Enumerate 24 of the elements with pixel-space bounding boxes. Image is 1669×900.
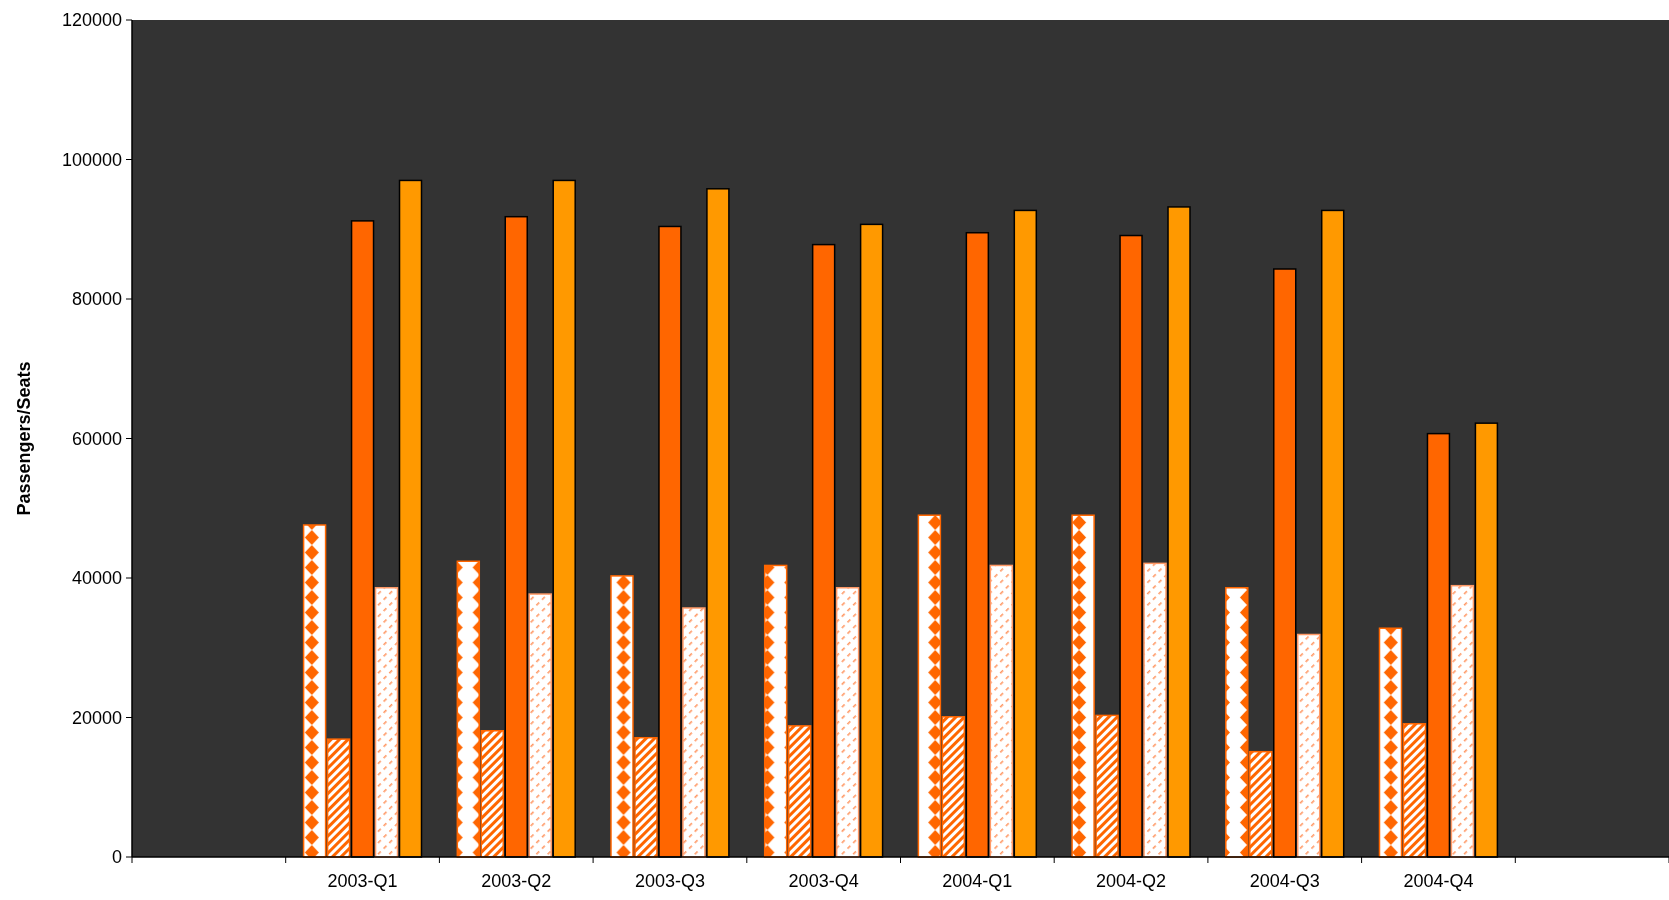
x-tick-label: 2003-Q2 [481, 871, 552, 891]
y-tick-label: 80000 [71, 289, 122, 310]
y-tick-label: 100000 [61, 149, 122, 170]
x-tick-label: 2004-Q1 [942, 871, 1013, 891]
bar [989, 564, 1014, 858]
bar [682, 607, 706, 858]
x-tick-label: 2004-Q2 [1096, 871, 1167, 891]
bar [1450, 584, 1475, 858]
x-tick-label: 2004-Q3 [1249, 871, 1320, 891]
y-axis-title: Passengers/Seats [14, 361, 34, 516]
y-tick-label: 60000 [71, 428, 122, 449]
bar [374, 587, 399, 858]
x-tick-label: 2004-Q4 [1403, 871, 1474, 891]
y-tick-label: 40000 [71, 568, 122, 589]
x-tick-label: 2003-Q3 [634, 871, 705, 891]
y-tick-label: 120000 [61, 10, 122, 31]
y-tick-label: 0 [111, 847, 122, 868]
x-tick-label: 2003-Q4 [788, 871, 859, 891]
x-tick-label: 2003-Q1 [327, 871, 398, 891]
y-tick-label: 20000 [71, 707, 122, 728]
bar [1296, 633, 1321, 858]
bar [835, 587, 860, 858]
bar [528, 593, 552, 858]
bar [1143, 562, 1167, 858]
